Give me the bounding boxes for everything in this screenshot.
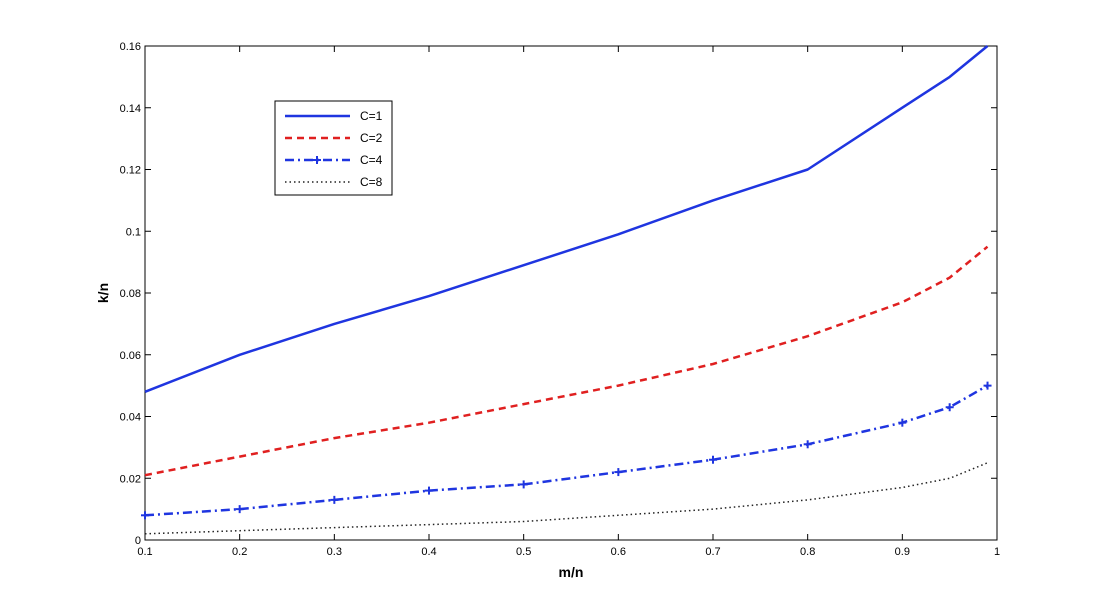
ticks-layer: 0.1 0.2 0.3 0.4 0.5 0.6 0.7 0.8 0.9 1 0 0.02 0.04 0.0… [120, 41, 1000, 558]
series-marker [709, 455, 717, 464]
y-tick-label: 0.08 [120, 288, 141, 300]
series-line-C=1 [144, 45, 989, 393]
y-tick-label: 0.16 [120, 41, 141, 53]
y-tick-label: 0 [135, 535, 141, 547]
plot-area [144, 45, 998, 541]
series-marker [313, 156, 321, 164]
legend-label: C=8 [360, 175, 383, 189]
x-tick-label: 0.5 [516, 546, 531, 558]
y-tick-label: 0.12 [120, 165, 141, 177]
x-tick-label: 0.4 [421, 546, 436, 558]
x-tick-label: 0.2 [232, 546, 247, 558]
legend-label: C=1 [360, 109, 383, 123]
series-marker [235, 505, 244, 514]
series-marker [983, 381, 992, 390]
x-tick-label: 0.3 [327, 546, 342, 558]
legend-label: C=4 [360, 153, 383, 167]
x-tick-label: 0.9 [895, 546, 910, 558]
series-marker [330, 495, 339, 504]
series-marker [425, 486, 433, 495]
series-marker [803, 440, 812, 449]
x-tick-label: 0.1 [137, 546, 152, 558]
series-line-C=2 [144, 245, 989, 477]
series-marker [945, 403, 954, 412]
y-tick-label: 0.04 [120, 412, 141, 424]
x-tick-label: 0.8 [800, 546, 815, 558]
x-tick-label: 0.6 [611, 546, 626, 558]
y-tick-label: 0.02 [120, 473, 141, 485]
series-marker [898, 418, 907, 427]
series-layer [141, 45, 992, 535]
y-axis-title: k/n [95, 283, 111, 303]
y-tick-label: 0.14 [120, 103, 141, 115]
x-axis-title: m/n [559, 564, 584, 580]
y-tick-label: 0.06 [120, 350, 141, 362]
y-tick-label: 0.1 [126, 226, 141, 238]
legend-label: C=2 [360, 131, 383, 145]
x-tick-label: 0.7 [705, 546, 720, 558]
series-marker [141, 511, 149, 520]
series-marker [519, 480, 528, 489]
series-marker [614, 468, 623, 477]
legend: C=1 C=2 C=4 C=8 [274, 100, 393, 196]
series-line-C=8 [144, 462, 988, 535]
x-tick-label: 1 [994, 546, 1000, 558]
